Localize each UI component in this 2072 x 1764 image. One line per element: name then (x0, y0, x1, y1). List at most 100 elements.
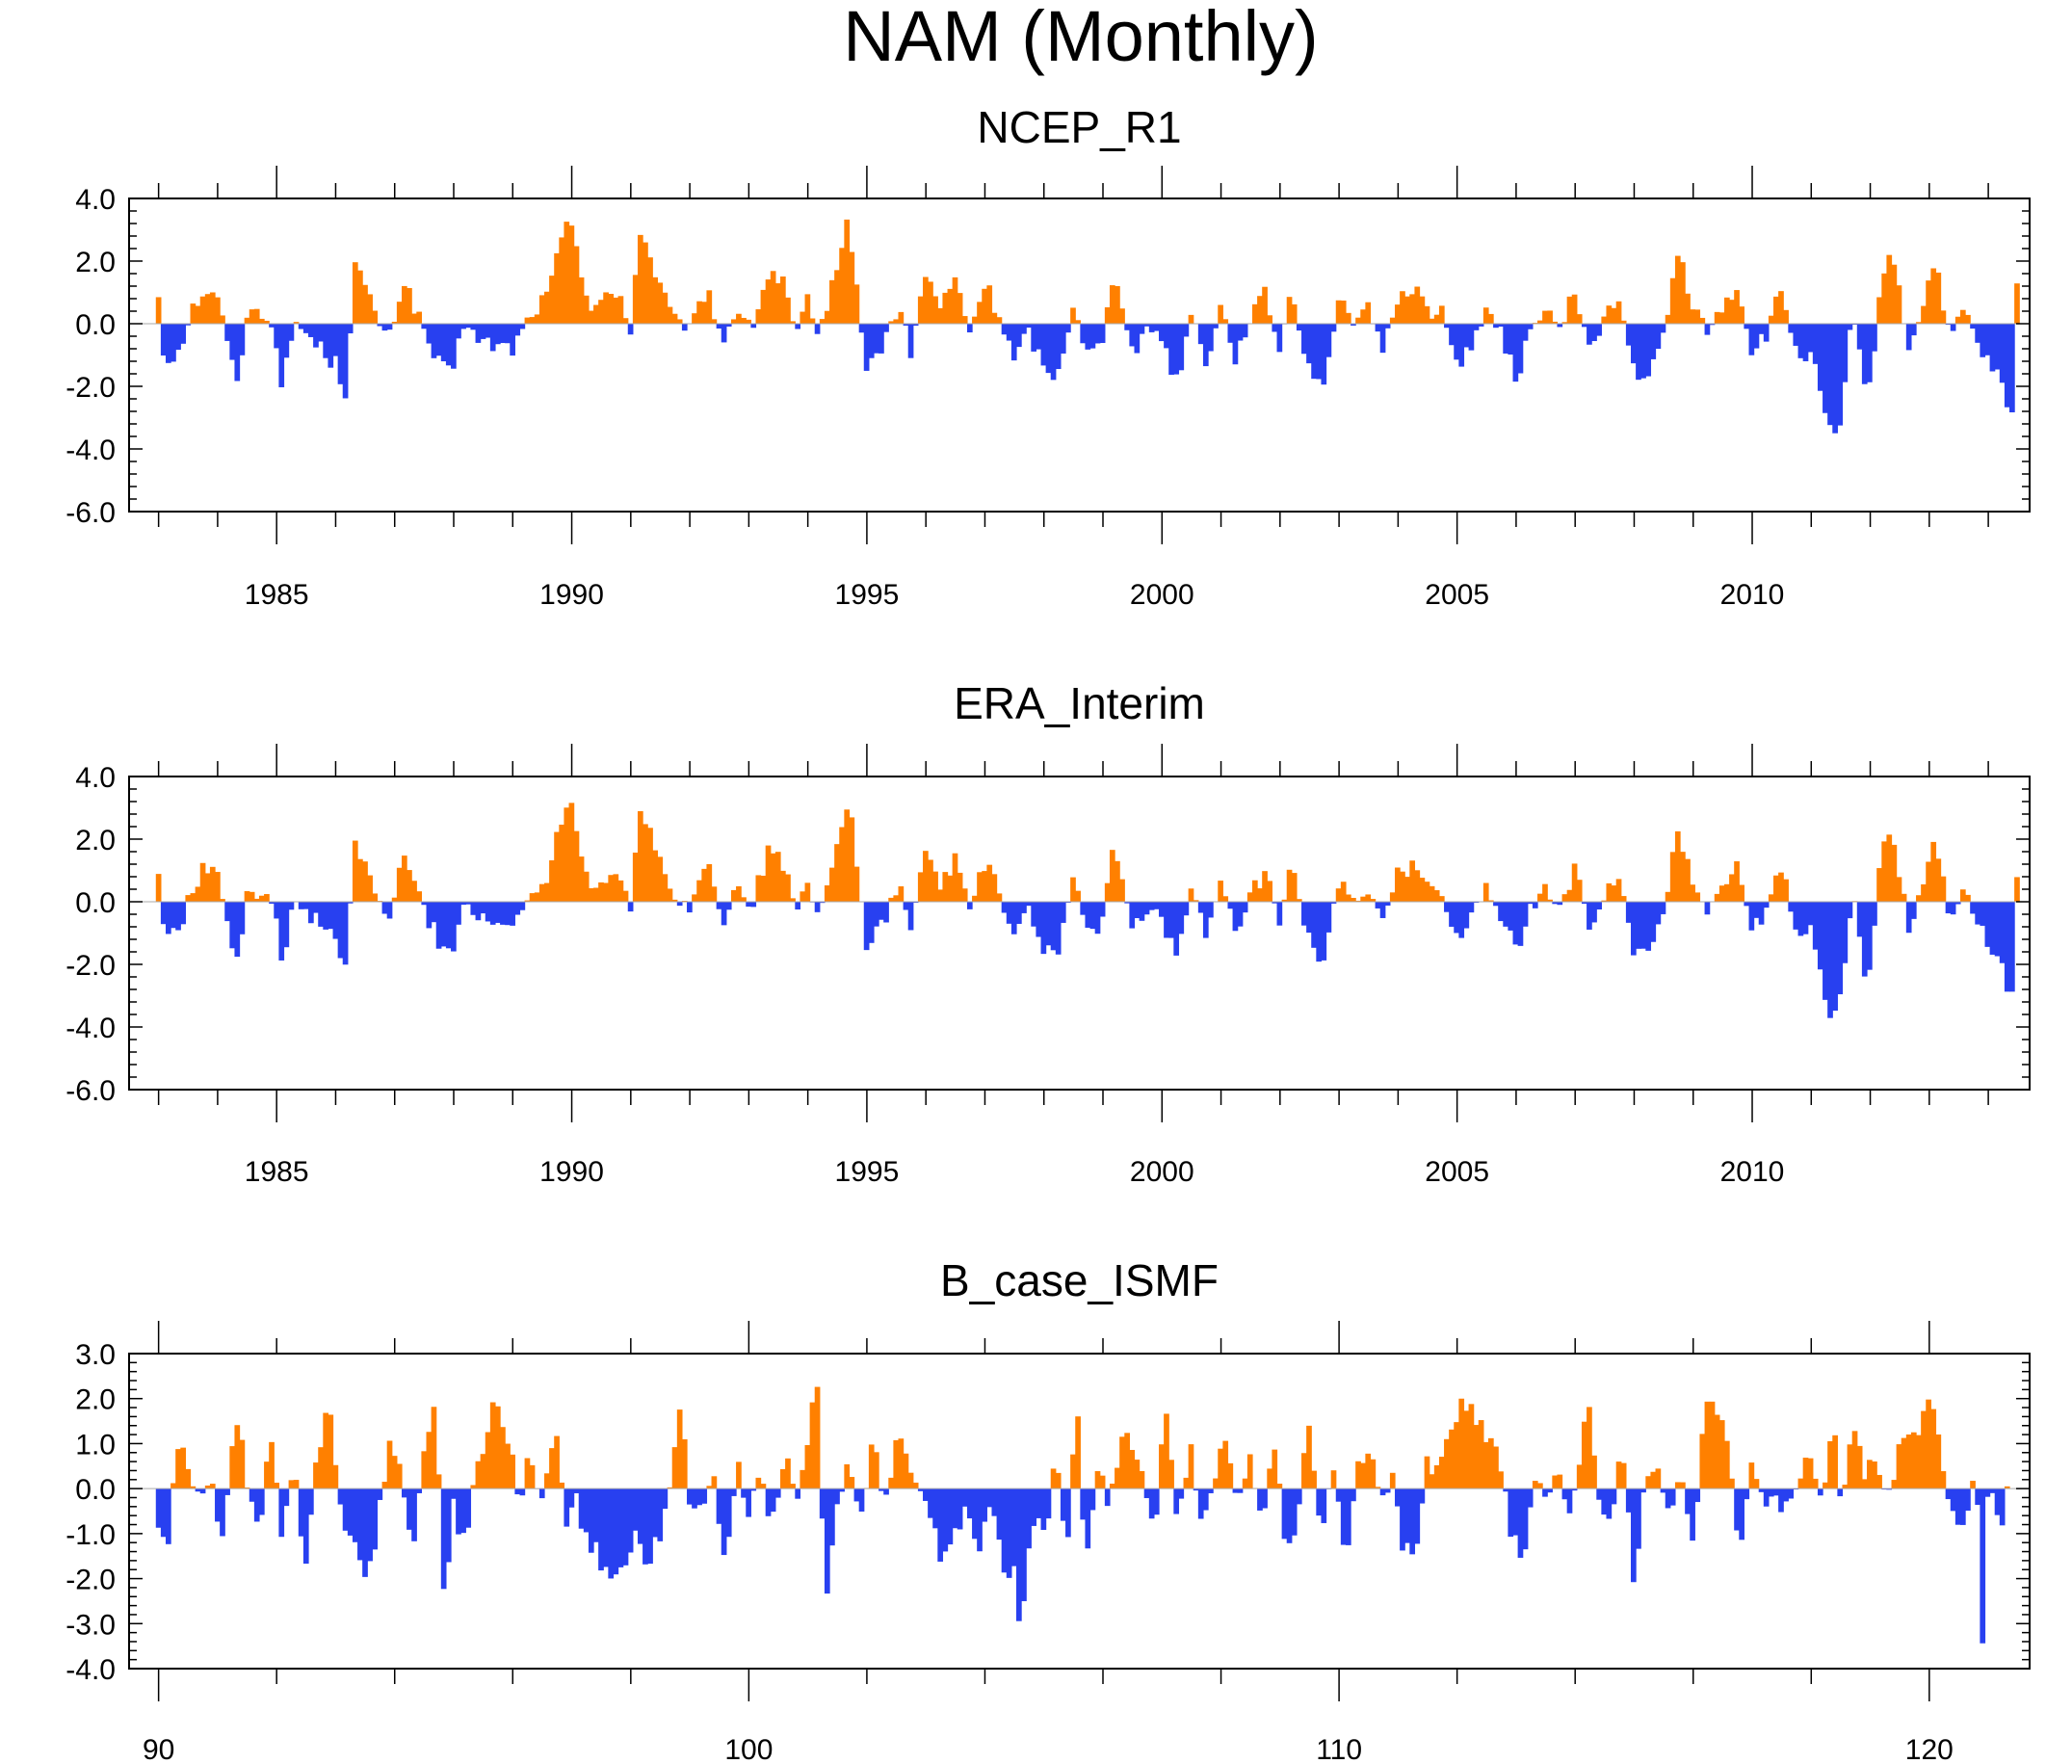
data-bar (1984, 324, 1991, 355)
data-bar (1930, 268, 1937, 324)
data-bar (308, 324, 314, 337)
data-bar (972, 895, 978, 902)
data-bar (1837, 902, 1844, 995)
data-bar (1168, 1460, 1174, 1489)
data-bar (1709, 1401, 1716, 1489)
panel-title: B_case_ISMF (940, 1255, 1219, 1305)
data-bar (1930, 1409, 1937, 1489)
data-bar (165, 902, 171, 935)
data-bar (912, 1482, 919, 1489)
data-bar (475, 902, 482, 921)
data-bar (337, 1488, 344, 1505)
data-bar (1276, 902, 1283, 926)
data-bar (1926, 861, 1931, 902)
data-bar (1886, 1488, 1893, 1490)
data-bar (1021, 1488, 1027, 1601)
data-bar (903, 902, 909, 910)
data-bar (991, 874, 998, 902)
data-bar (1984, 902, 1991, 947)
data-bar (853, 284, 860, 324)
data-bar (966, 1488, 973, 1519)
data-bar (180, 1447, 186, 1489)
data-bar (1242, 1478, 1248, 1489)
data-bar (1940, 1471, 1947, 1489)
data-bar (568, 225, 575, 324)
data-bar (288, 1480, 295, 1489)
data-bar (1065, 324, 1071, 333)
data-bar (1778, 1488, 1784, 1513)
data-bar (844, 809, 851, 902)
data-bar (1026, 1488, 1032, 1549)
data-bar (234, 324, 241, 382)
data-bar (1980, 1488, 1986, 1644)
data-bar (1980, 324, 1986, 357)
data-bar (1517, 324, 1524, 374)
y-tick-label: -4.0 (66, 434, 116, 466)
data-bar (1153, 1488, 1160, 1515)
data-bar (1070, 1454, 1076, 1489)
data-bar (1542, 1488, 1548, 1497)
data-bar (1444, 324, 1450, 329)
data-bar (407, 870, 412, 902)
data-bar (1557, 1474, 1563, 1489)
data-bar (293, 322, 300, 324)
data-bar (721, 1488, 727, 1556)
data-bar (313, 324, 319, 348)
data-bar (1812, 324, 1819, 364)
data-bar (1134, 1460, 1141, 1489)
data-bar (1739, 884, 1744, 902)
data-bar (622, 318, 629, 324)
data-bar (1021, 902, 1027, 913)
data-bar (730, 889, 737, 902)
data-bar (1321, 902, 1327, 961)
data-bar (1704, 324, 1711, 335)
data-bar (278, 324, 285, 387)
data-bar (524, 1458, 531, 1489)
data-bar (1827, 902, 1833, 1018)
data-bar (529, 317, 536, 324)
data-bar (1842, 902, 1849, 963)
data-bar (1045, 1488, 1052, 1519)
data-bar (1148, 324, 1155, 332)
data-bar (1482, 307, 1489, 324)
data-bar (485, 324, 491, 338)
data-bar (1522, 324, 1529, 341)
data-bar (431, 324, 437, 358)
data-series (155, 803, 2020, 1018)
data-bar (1306, 1425, 1312, 1489)
data-bar (564, 1488, 570, 1527)
data-bar (1768, 1488, 1774, 1497)
data-bar (1807, 324, 1814, 353)
data-bar (770, 853, 776, 902)
data-bar (824, 310, 830, 324)
data-bar (381, 902, 388, 914)
data-bar (982, 288, 987, 324)
data-bar (937, 307, 944, 324)
data-bar (1596, 1488, 1602, 1500)
data-bar (1075, 320, 1081, 324)
data-bar (632, 1488, 639, 1531)
data-bar (1031, 324, 1037, 352)
data-bar (1085, 1488, 1091, 1549)
data-bar (505, 324, 511, 344)
data-bar (1409, 294, 1416, 324)
data-bar (283, 1488, 290, 1507)
data-bar (554, 831, 560, 902)
data-bar (1164, 324, 1169, 349)
data-bar (195, 886, 201, 902)
data-bar (1060, 324, 1066, 354)
data-bar (155, 874, 162, 902)
data-bar (868, 1444, 875, 1489)
data-bar (1975, 324, 1980, 343)
data-bar (725, 1488, 732, 1538)
data-bar (1611, 885, 1617, 902)
data-bar (879, 1488, 884, 1491)
y-tick-label: 4.0 (75, 762, 116, 794)
data-bar (328, 1414, 334, 1489)
data-bar (298, 902, 304, 909)
data-bar (1276, 1484, 1283, 1489)
data-bar (1065, 902, 1071, 904)
data-bar (829, 1488, 835, 1546)
data-bar (804, 294, 811, 324)
data-bar (1970, 1481, 1976, 1489)
